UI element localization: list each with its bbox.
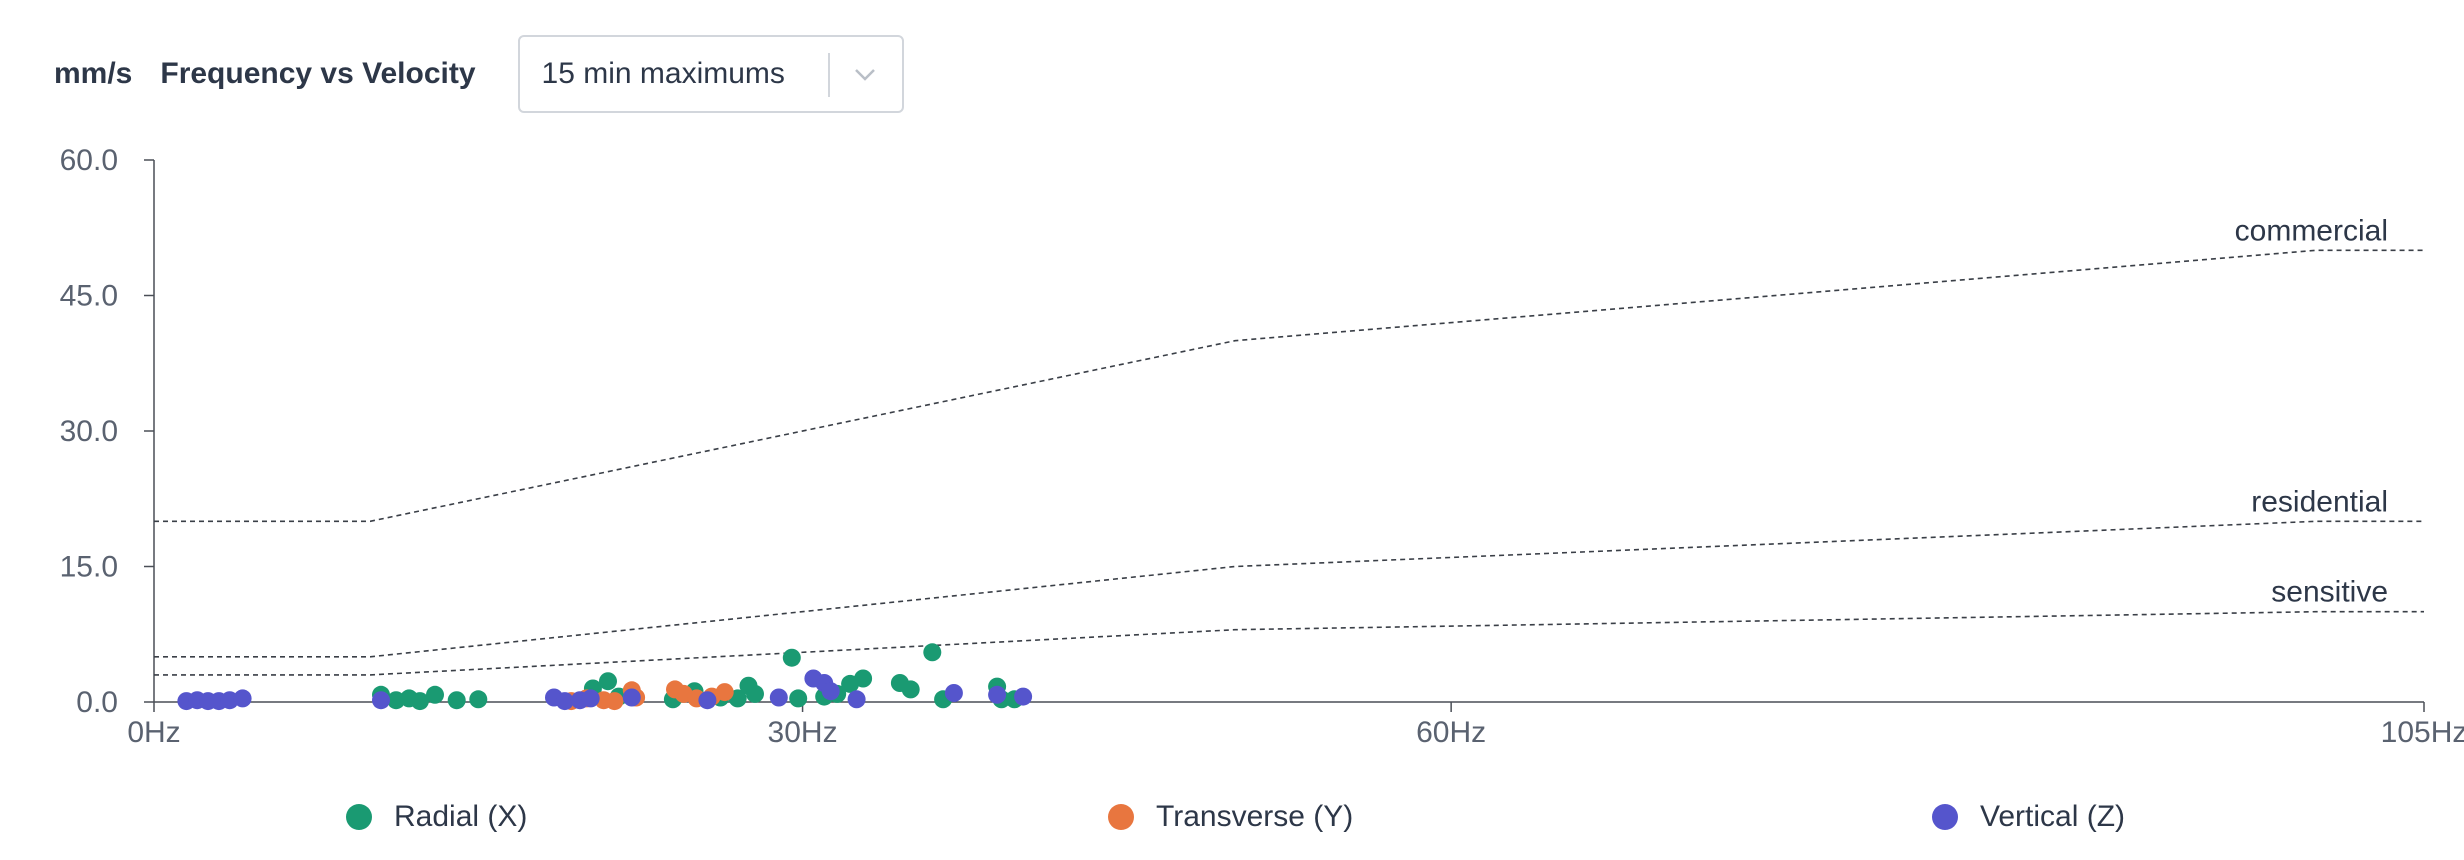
data-point-series-2	[622, 688, 641, 707]
legend-item[interactable]: Radial (X)	[346, 800, 527, 834]
legend-label: Transverse (Y)	[1156, 800, 1354, 833]
y-tick-label: 30.0	[60, 415, 118, 448]
data-point-series-0	[789, 689, 808, 708]
unit-label: mm/s	[54, 57, 133, 90]
y-tick-label: 0.0	[76, 686, 118, 719]
y-tick-label: 60.0	[60, 144, 118, 177]
chart-legend: Radial (X) Transverse (Y) Vertical (Z)	[0, 800, 2464, 850]
frequency-velocity-chart: 0.0 15.0 30.0 45.0 60.0 0Hz 30Hz 60Hz 105Hz comme…	[60, 144, 2464, 749]
select-separator	[827, 53, 830, 97]
legend-label: Vertical (Z)	[1980, 800, 2126, 833]
data-point-series-2	[581, 689, 600, 708]
data-point-series-0	[923, 643, 942, 662]
threshold-label-sensitive: sensitive	[2271, 576, 2388, 609]
data-point-series-0	[599, 672, 617, 691]
threshold-line-sensitive	[154, 610, 2424, 676]
x-tick-label: 0Hz	[127, 716, 180, 749]
chart-header: mm/s Frequency vs Velocity 15 min maximu…	[54, 34, 904, 114]
x-tick-label: 30Hz	[768, 716, 838, 749]
legend-item[interactable]: Transverse (Y)	[1108, 800, 1353, 834]
data-point-series-0	[854, 669, 873, 688]
data-point-series-1	[605, 692, 624, 711]
threshold-label-residential: residential	[2251, 485, 2388, 518]
data-point-series-2	[988, 685, 1007, 704]
data-point-series-0	[746, 684, 764, 703]
data-point-series-2	[944, 684, 963, 702]
data-point-series-0	[901, 680, 920, 699]
data-point-series-2	[821, 682, 840, 701]
legend-dot-icon	[346, 804, 372, 830]
y-tick-label: 15.0	[60, 551, 118, 584]
data-point-series-2	[698, 691, 717, 710]
data-point-series-2	[372, 691, 390, 710]
legend-dot-icon	[1932, 804, 1958, 830]
legend-item[interactable]: Vertical (Z)	[1932, 800, 2125, 834]
data-point-series-0	[469, 690, 488, 709]
x-tick-label: 60Hz	[1416, 716, 1486, 749]
data-point-series-0	[447, 691, 466, 710]
y-tick-label: 45.0	[60, 280, 118, 313]
data-point-series-0	[782, 648, 801, 667]
chart-title: Frequency vs Velocity	[160, 57, 476, 90]
legend-dot-icon	[1108, 804, 1134, 830]
data-point-series-2	[1014, 687, 1033, 706]
data-point-series-0	[426, 685, 444, 704]
threshold-label-commercial: commercial	[2235, 214, 2388, 247]
chevron-down-icon[interactable]	[852, 61, 878, 87]
threshold-line-residential	[154, 520, 2424, 658]
data-point-series-1	[715, 683, 734, 702]
threshold-line-commercial	[154, 249, 2424, 523]
x-tick-label: 105Hz	[2381, 716, 2464, 749]
data-point-series-2	[555, 692, 574, 711]
data-point-series-2	[847, 690, 866, 709]
data-point-series-0	[410, 692, 429, 711]
aggregation-select-value: 15 min maximums	[541, 57, 785, 90]
aggregation-select[interactable]: 15 min maximums	[517, 35, 904, 113]
legend-label: Radial (X)	[394, 800, 528, 833]
data-point-series-2	[769, 688, 788, 707]
data-point-series-2	[233, 689, 252, 708]
